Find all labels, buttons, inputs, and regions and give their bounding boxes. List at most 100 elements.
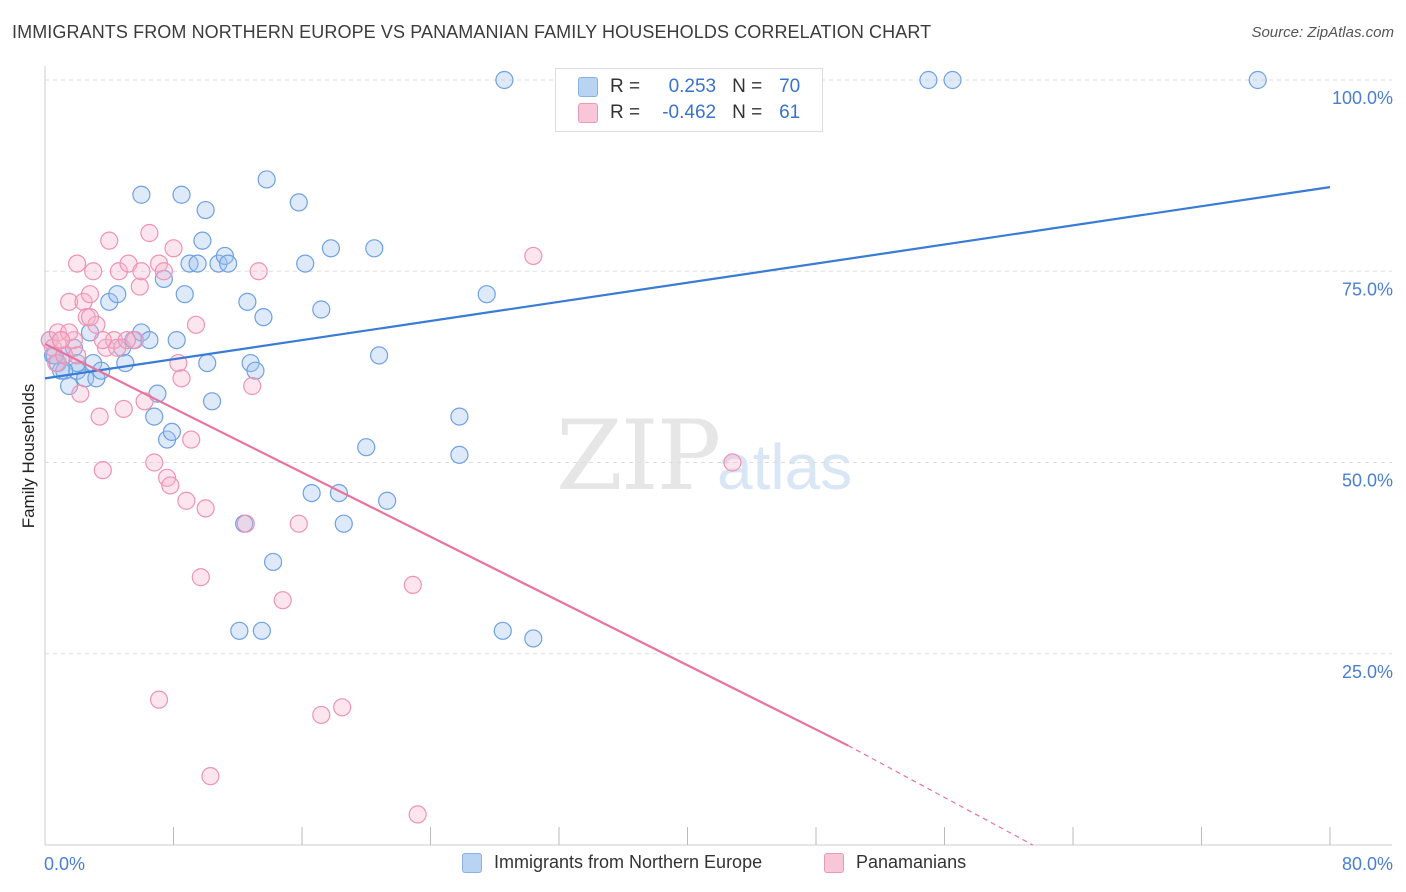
- point-immigrants: [196, 200, 215, 220]
- point-immigrants: [312, 300, 331, 319]
- point-panamanians: [196, 499, 215, 518]
- point-immigrants: [477, 285, 496, 304]
- point-panamanians: [109, 262, 128, 281]
- point-immigrants: [193, 231, 212, 250]
- point-immigrants: [321, 239, 341, 258]
- point-panamanians: [114, 399, 133, 419]
- point-panamanians: [68, 254, 87, 273]
- bottom-legend-label: Panamanians: [856, 852, 967, 872]
- legend-swatch-blue: [578, 77, 598, 97]
- point-immigrants: [132, 185, 151, 204]
- point-immigrants: [246, 361, 265, 380]
- bottom-legend-swatch-pink: [824, 852, 844, 873]
- point-panamanians: [236, 514, 255, 533]
- point-panamanians: [273, 591, 292, 610]
- point-panamanians: [100, 231, 119, 250]
- point-panamanians: [93, 331, 112, 350]
- y-tick-label: 100.0%: [1332, 88, 1393, 108]
- point-immigrants: [167, 331, 186, 350]
- point-panamanians: [201, 767, 220, 786]
- point-panamanians: [80, 285, 100, 304]
- source-label: Source: ZipAtlas.com: [1251, 24, 1394, 41]
- point-panamanians: [59, 292, 79, 311]
- point-panamanians: [723, 453, 742, 472]
- point-immigrants: [263, 552, 283, 572]
- point-immigrants: [378, 491, 397, 510]
- legend-r-value: 0.253: [668, 76, 717, 97]
- tick-labels: 25.0% 50.0% 75.0% 100.0% 0.0% 80.0%: [44, 88, 1393, 874]
- point-panamanians: [177, 491, 196, 510]
- legend-n-value: 70: [779, 76, 801, 97]
- point-panamanians: [71, 384, 90, 403]
- point-immigrants: [252, 621, 271, 640]
- point-panamanians: [93, 461, 112, 480]
- point-panamanians: [90, 407, 109, 426]
- point-immigrants: [943, 70, 962, 90]
- legend-r-label: R =: [610, 76, 641, 97]
- trendline-immigrants: [44, 186, 1331, 380]
- point-immigrants: [919, 70, 938, 90]
- point-panamanians: [145, 453, 164, 472]
- point-panamanians: [149, 690, 169, 709]
- point-panamanians: [182, 430, 201, 449]
- point-immigrants: [357, 438, 376, 457]
- point-immigrants: [1248, 70, 1267, 90]
- point-panamanians: [117, 331, 137, 350]
- point-immigrants: [188, 254, 207, 273]
- point-immigrants: [334, 514, 353, 533]
- legend-n-label: N =: [732, 102, 763, 123]
- trendline-panamanians-extension: [847, 745, 1034, 846]
- point-immigrants: [175, 285, 194, 304]
- point-immigrants: [202, 392, 222, 411]
- point-immigrants: [254, 308, 273, 327]
- point-immigrants: [450, 407, 469, 426]
- point-panamanians: [333, 698, 352, 717]
- correlation-legend: R = 0.253 N = 70 R = -0.462 N = 61: [555, 68, 823, 132]
- point-panamanians: [161, 476, 180, 495]
- axes: [44, 66, 1392, 846]
- y-tick-label: 75.0%: [1342, 279, 1393, 299]
- data-points: [40, 70, 1267, 824]
- legend-swatch-pink: [578, 103, 598, 123]
- point-immigrants: [162, 422, 181, 441]
- point-panamanians: [243, 376, 262, 396]
- point-immigrants: [257, 170, 276, 189]
- point-immigrants: [230, 621, 249, 640]
- point-immigrants: [116, 353, 135, 373]
- point-immigrants: [145, 407, 164, 426]
- point-panamanians: [249, 262, 268, 281]
- legend-row-panamanians: R = -0.462 N = 61: [578, 101, 800, 125]
- watermark-zip: ZIP: [556, 400, 721, 512]
- point-panamanians: [403, 575, 422, 595]
- point-immigrants: [302, 484, 321, 503]
- point-immigrants: [450, 445, 469, 464]
- point-immigrants: [524, 629, 543, 648]
- legend-r-label: R =: [610, 102, 641, 123]
- bottom-legend-immigrants: Immigrants from Northern Europe: [462, 852, 762, 873]
- point-panamanians: [186, 315, 206, 334]
- legend-r-value: -0.462: [662, 102, 717, 123]
- legend-row-immigrants: R = 0.253 N = 70: [578, 75, 800, 99]
- point-panamanians: [154, 262, 173, 281]
- trendline-panamanians: [44, 342, 849, 747]
- bottom-legend-swatch-blue: [462, 852, 482, 873]
- point-immigrants: [219, 254, 238, 273]
- y-tick-label: 25.0%: [1342, 662, 1393, 682]
- point-immigrants: [289, 193, 308, 212]
- point-immigrants: [370, 346, 389, 365]
- chart-title: IMMIGRANTS FROM NORTHERN EUROPE VS PANAM…: [12, 22, 932, 42]
- point-panamanians: [132, 262, 151, 281]
- point-panamanians: [289, 514, 308, 533]
- point-panamanians: [135, 392, 154, 411]
- trendlines: [44, 186, 1331, 846]
- point-immigrants: [238, 292, 257, 311]
- point-panamanians: [408, 805, 427, 824]
- point-immigrants: [495, 70, 514, 90]
- x-tick-label: 0.0%: [44, 854, 85, 874]
- point-immigrants: [108, 285, 127, 304]
- point-panamanians: [84, 262, 103, 281]
- point-panamanians: [191, 568, 210, 587]
- bottom-legend-label: Immigrants from Northern Europe: [494, 852, 763, 872]
- y-tick-label: 50.0%: [1342, 471, 1393, 491]
